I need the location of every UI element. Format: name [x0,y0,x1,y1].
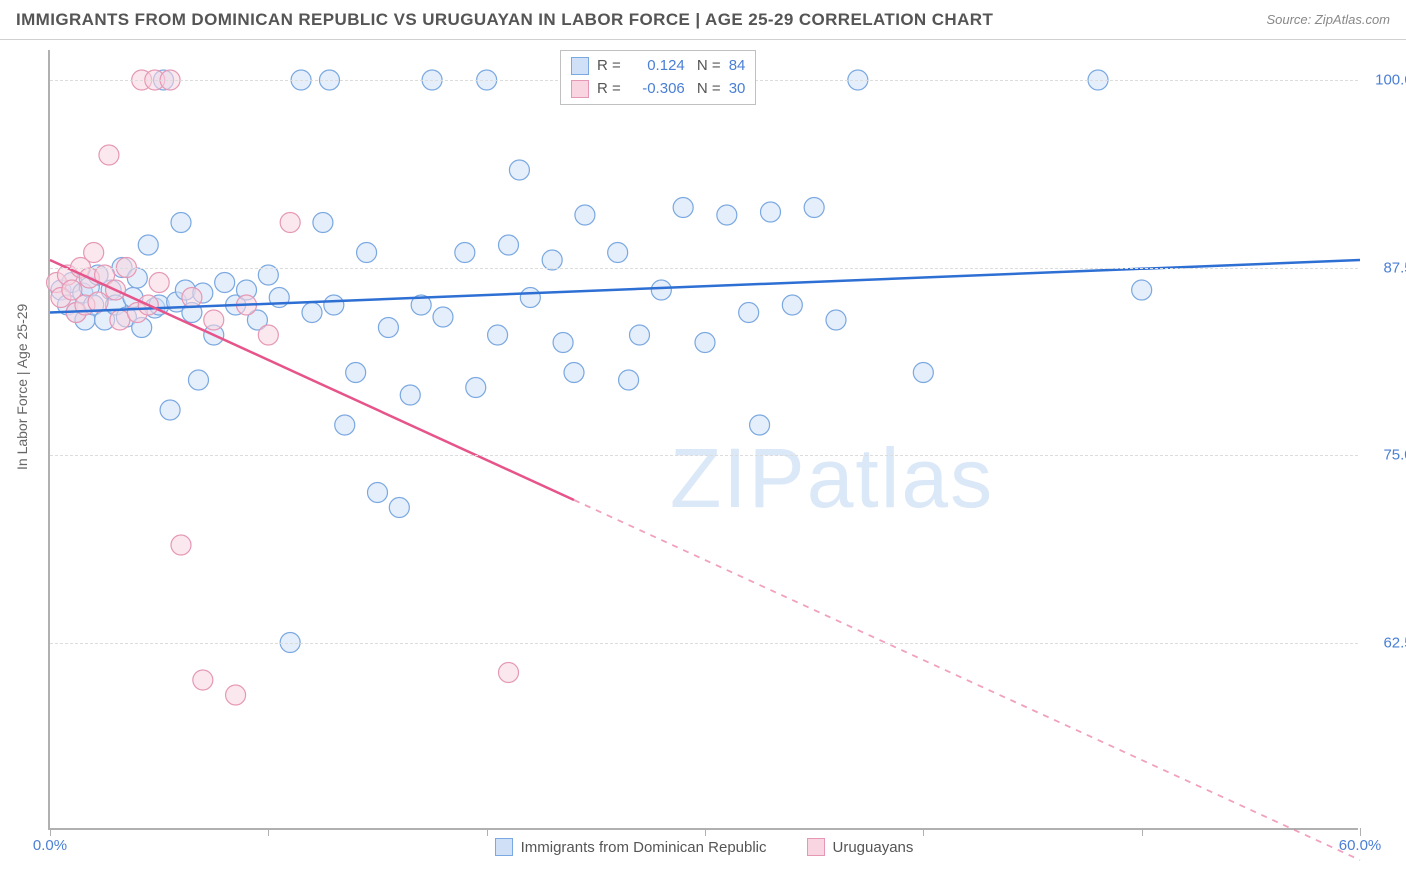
x-tick [923,828,924,836]
source-label: Source: ZipAtlas.com [1266,12,1390,27]
data-point [99,145,119,165]
data-point [171,213,191,233]
data-point [564,363,584,383]
data-point [226,685,246,705]
data-point [182,288,202,308]
data-point [357,243,377,263]
data-point [499,663,519,683]
gridline [50,268,1358,269]
data-point [466,378,486,398]
data-point [160,400,180,420]
data-point [88,292,108,312]
r-label: R = [597,78,621,101]
legend-item-uruguayan: Uruguayans [807,838,914,856]
data-point [280,213,300,233]
title-bar: IMMIGRANTS FROM DOMINICAN REPUBLIC VS UR… [0,0,1406,40]
r-value-dominican: 0.124 [629,55,685,78]
data-point [171,535,191,555]
y-axis-label: In Labor Force | Age 25-29 [14,304,30,470]
data-point [913,363,933,383]
data-point [188,370,208,390]
data-point [389,498,409,518]
data-point [193,670,213,690]
data-point [400,385,420,405]
legend-row-dominican: R = 0.124 N = 84 [571,55,745,78]
data-point [335,415,355,435]
n-label: N = [693,78,721,101]
legend-row-uruguayan: R = -0.306 N = 30 [571,78,745,101]
y-tick-label: 87.5% [1383,259,1406,276]
data-point [553,333,573,353]
data-point [673,198,693,218]
scatter-svg [50,50,1358,828]
data-point [138,235,158,255]
y-tick-label: 62.5% [1383,634,1406,651]
x-tick [1360,828,1361,836]
data-point [324,295,344,315]
data-point [575,205,595,225]
r-label: R = [597,55,621,78]
y-tick-label: 100.0% [1375,72,1406,89]
data-point [509,160,529,180]
correlation-legend: R = 0.124 N = 84 R = -0.306 N = 30 [560,50,756,105]
data-point [378,318,398,338]
r-value-uruguayan: -0.306 [629,78,685,101]
x-tick [1142,828,1143,836]
legend-label-uruguayan: Uruguayans [833,839,914,856]
data-point [1132,280,1152,300]
data-point [750,415,770,435]
data-point [804,198,824,218]
data-point [619,370,639,390]
data-point [368,483,388,503]
swatch-dominican [495,838,513,856]
data-point [455,243,475,263]
chart-title: IMMIGRANTS FROM DOMINICAN REPUBLIC VS UR… [16,10,993,30]
data-point [651,280,671,300]
x-tick-label: 0.0% [33,837,67,854]
swatch-top-dominican [571,57,589,75]
x-tick [50,828,51,836]
gridline [50,455,1358,456]
x-tick [487,828,488,836]
x-tick [268,828,269,836]
swatch-uruguayan [807,838,825,856]
trend-line [50,260,574,500]
plot-area: ZIPatlas Immigrants from Dominican Repub… [48,50,1358,830]
data-point [433,307,453,327]
data-point [739,303,759,323]
data-point [761,202,781,222]
data-point [84,243,104,263]
n-value-dominican: 84 [729,55,746,78]
data-point [520,288,540,308]
data-point [608,243,628,263]
y-tick-label: 75.0% [1383,447,1406,464]
data-point [149,273,169,293]
swatch-top-uruguayan [571,80,589,98]
data-point [204,310,224,330]
trend-line-dashed [574,500,1360,860]
data-point [717,205,737,225]
legend-label-dominican: Immigrants from Dominican Republic [521,839,767,856]
x-tick-label: 60.0% [1339,837,1382,854]
data-point [215,273,235,293]
data-point [488,325,508,345]
data-point [630,325,650,345]
legend-item-dominican: Immigrants from Dominican Republic [495,838,767,856]
n-value-uruguayan: 30 [729,78,746,101]
data-point [258,325,278,345]
data-point [826,310,846,330]
x-tick [705,828,706,836]
data-point [302,303,322,323]
data-point [313,213,333,233]
data-point [499,235,519,255]
n-label: N = [693,55,721,78]
legend-bottom: Immigrants from Dominican Republic Urugu… [50,838,1358,856]
data-point [782,295,802,315]
gridline [50,643,1358,644]
data-point [695,333,715,353]
data-point [346,363,366,383]
